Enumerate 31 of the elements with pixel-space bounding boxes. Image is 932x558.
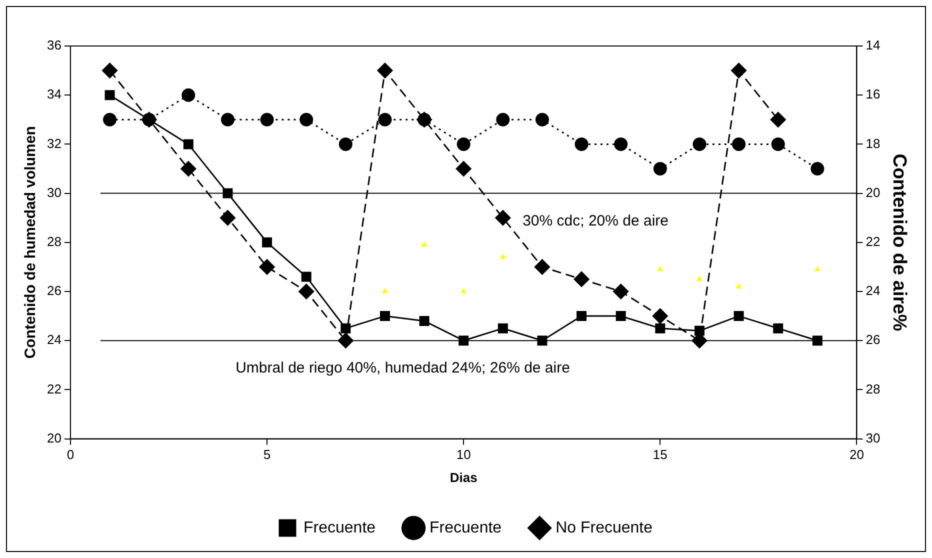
y2-tick-label: 16 (866, 86, 880, 102)
y-tick-label: 22 (46, 381, 62, 396)
y2-tick-label: 18 (866, 136, 880, 151)
y2-tick-label: 20 (866, 184, 880, 200)
y-tick-label: 36 (46, 38, 62, 53)
y2-tick-label: 22 (866, 234, 880, 249)
y-tick-label: 20 (46, 430, 62, 446)
y2-tick-label: 14 (866, 38, 880, 53)
y-tick-label: 30 (46, 184, 62, 200)
y-tick-label: 28 (46, 234, 62, 249)
x-tick-label: 10 (456, 447, 471, 462)
legend-label: Frecuente (430, 519, 502, 536)
y2-tick-label: 26 (866, 332, 880, 348)
ref-line-label: 30% cdc; 20% de aire (522, 212, 668, 230)
x-tick-label: 5 (263, 447, 271, 462)
y-tick-label: 32 (46, 136, 62, 151)
x-tick-label: 15 (652, 447, 668, 462)
legend-label: No Frecuente (556, 519, 653, 536)
legend-label: Frecuente (303, 519, 376, 536)
y-tick-label: 26 (46, 283, 62, 298)
y2-tick-label: 28 (866, 381, 880, 396)
y2-tick-label: 30 (866, 430, 880, 446)
y2-tick-label: 24 (866, 283, 880, 298)
y-axis-title: Contenido de humedad volumen (22, 126, 40, 359)
x-axis-title: Dias (450, 470, 478, 485)
y-tick-label: 24 (46, 332, 62, 348)
y2-axis-title: Contenido de aire% (888, 154, 910, 332)
x-tick-label: 20 (850, 447, 864, 462)
x-tick-label: 0 (66, 447, 74, 462)
ref-line-label: Umbral de riego 40%, humedad 24%; 26% de aire (236, 360, 570, 377)
y-tick-label: 34 (46, 86, 62, 102)
